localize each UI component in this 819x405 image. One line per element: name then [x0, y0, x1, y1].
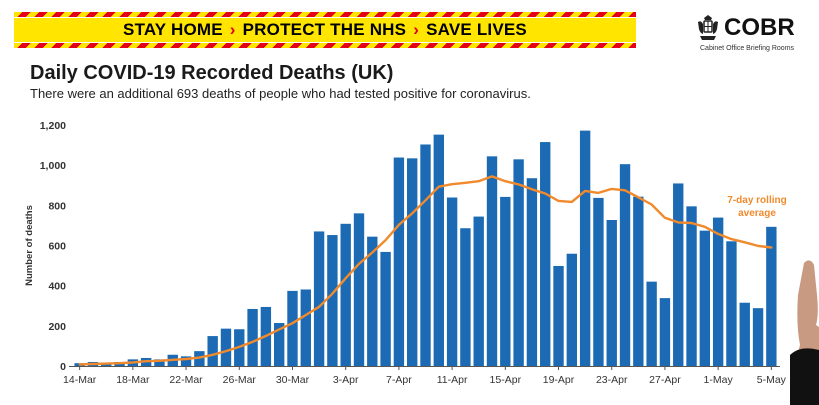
y-tick-label: 400 — [48, 281, 66, 293]
presenter-hand — [790, 260, 819, 405]
banner-hazard-stripe-top — [14, 12, 636, 17]
bar-16-Apr — [513, 159, 524, 366]
bar-5-Apr — [367, 236, 378, 366]
logo-subtitle: Cabinet Office Briefing Rooms — [700, 45, 795, 52]
x-tick-label: 14-Mar — [63, 374, 97, 386]
x-tick-label: 19-Apr — [543, 374, 575, 386]
y-tick-label: 200 — [48, 321, 66, 333]
x-tick-label: 5-May — [757, 374, 787, 386]
bar-25-Mar — [220, 328, 232, 366]
series-annotation-line1: 7-day rolling — [727, 195, 786, 206]
bar-31-Mar — [300, 289, 311, 366]
bar-13-Apr — [473, 216, 484, 366]
bar-30-Apr — [699, 230, 711, 366]
x-tick-label: 18-Mar — [116, 374, 150, 386]
bar-6-Apr — [380, 251, 391, 366]
x-tick-label: 1-May — [704, 374, 734, 386]
bar-17-Apr — [526, 178, 538, 366]
bar-12-Apr — [460, 228, 471, 366]
y-tick-label: 600 — [48, 241, 66, 253]
royal-crest-icon — [698, 15, 718, 40]
bar-29-Apr — [686, 206, 697, 366]
series-annotation-line2: average — [738, 208, 776, 219]
slogan-banner — [14, 12, 636, 48]
bar-21-Apr — [579, 130, 591, 366]
slogan-stay-home: STAY HOME — [123, 20, 223, 39]
bar-29-Mar — [273, 323, 285, 366]
chart-subtitle: There were an additional 693 deaths of p… — [30, 86, 531, 101]
bar-24-Apr — [619, 164, 631, 366]
bar-10-Apr — [433, 134, 444, 366]
bar-20-Mar — [154, 359, 165, 366]
x-tick-label: 3-Apr — [333, 374, 359, 386]
chart-title: Daily COVID-19 Recorded Deaths (UK) — [30, 62, 394, 84]
bar-20-Apr — [566, 253, 578, 366]
bar-9-Apr — [420, 144, 431, 366]
slogan-save-lives: SAVE LIVES — [426, 20, 527, 39]
slogan-text: STAY HOME › PROTECT THE NHS › SAVE LIVES — [14, 17, 636, 43]
bar-27-Apr — [659, 298, 671, 366]
bar-27-Mar — [247, 308, 258, 366]
bar-18-Apr — [540, 142, 551, 366]
x-tick-label: 7-Apr — [386, 374, 412, 386]
bar-5-May — [766, 226, 777, 366]
bar-7-Apr — [393, 157, 405, 366]
bar-14-Apr — [486, 156, 498, 366]
chevron-right-icon: › — [229, 20, 236, 39]
cobr-logo: COBR Cabinet Office Briefing Rooms — [690, 10, 810, 58]
y-tick-label: 1,200 — [40, 120, 66, 132]
bar-1-Apr — [313, 231, 325, 366]
bar-24-Mar — [207, 336, 218, 366]
logo-wordmark: COBR — [724, 14, 795, 41]
y-axis-label: Number of deaths — [24, 205, 35, 286]
bar-3-Apr — [340, 223, 351, 366]
x-tick-label: 26-Mar — [223, 374, 257, 386]
bar-23-Apr — [606, 219, 617, 366]
x-tick-label: 30-Mar — [276, 374, 310, 386]
rolling-average-line — [78, 175, 773, 366]
bar-4-May — [752, 308, 764, 366]
slogan-protect-nhs: PROTECT THE NHS — [242, 20, 407, 39]
x-tick-label: 15-Apr — [490, 374, 522, 386]
x-tick-label: 23-Apr — [596, 374, 628, 386]
bar-1-May — [712, 217, 724, 366]
bar-26-Apr — [646, 281, 657, 366]
bar-2-May — [726, 241, 737, 366]
bar-22-Mar — [180, 356, 192, 366]
x-tick-label: 27-Apr — [649, 374, 681, 386]
y-tick-label: 1,000 — [40, 160, 66, 172]
y-tick-label: 0 — [60, 361, 66, 373]
banner-hazard-stripe-bottom — [14, 43, 636, 48]
x-tick-label: 11-Apr — [437, 374, 468, 386]
bar-8-Apr — [407, 158, 418, 366]
bar-4-Apr — [353, 213, 365, 366]
chevron-right-icon: › — [413, 20, 420, 39]
bar-3-May — [739, 302, 750, 366]
bar-15-Apr — [500, 196, 511, 366]
bar-30-Mar — [287, 290, 298, 366]
y-tick-label: 800 — [48, 200, 66, 212]
bar-22-Apr — [593, 197, 604, 366]
bar-25-Apr — [633, 196, 644, 366]
x-tick-label: 22-Mar — [169, 374, 203, 386]
bar-28-Apr — [673, 183, 684, 366]
bar-19-Apr — [553, 265, 564, 366]
bar-2-Apr — [327, 235, 338, 366]
bar-11-Apr — [446, 197, 458, 366]
